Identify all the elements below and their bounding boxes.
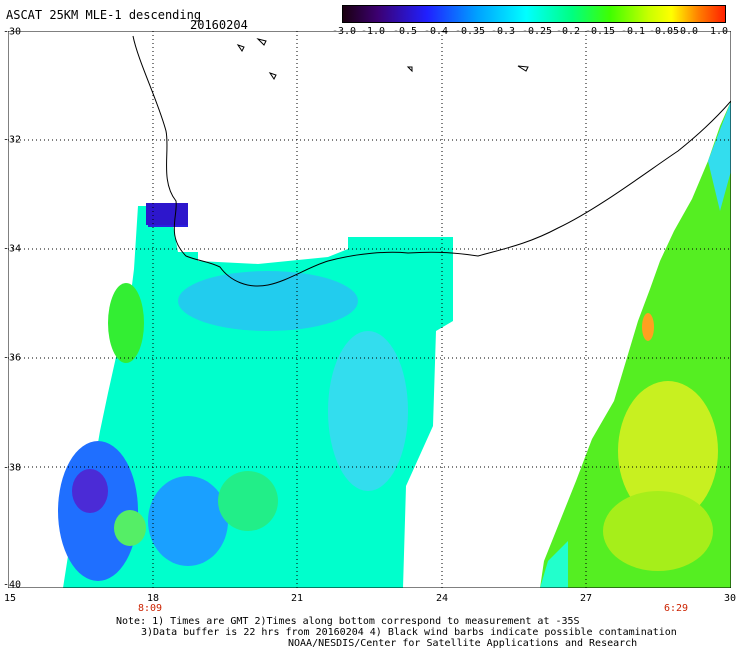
y-axis-label: -40: [3, 579, 22, 591]
colorbar: [342, 5, 726, 23]
swath-west-patch: [218, 471, 278, 531]
swath-east-patch: [603, 491, 713, 571]
swath-east-patch: [618, 381, 718, 521]
swath-east-patch: [642, 313, 654, 341]
note-line: 3)Data buffer is 22 hrs from 20160204 4)…: [141, 627, 677, 638]
map-title: ASCAT 25KM MLE-1 descending: [6, 8, 202, 22]
swath-east-patch: [540, 541, 568, 588]
swath-time: 6:29: [663, 603, 689, 614]
swath-west-patch: [148, 476, 228, 566]
x-axis-label: 15: [3, 593, 17, 604]
island-outline: [236, 44, 245, 52]
grid: [8, 31, 731, 588]
swath-west-patch: [178, 271, 358, 331]
note-line: Note: 1) Times are GMT 2)Times along bot…: [116, 616, 580, 627]
swath-west-patch: [146, 203, 188, 225]
island-outline: [268, 72, 277, 80]
x-axis-label: 27: [579, 593, 593, 604]
x-axis-label: 30: [723, 593, 737, 604]
x-axis-label: 21: [290, 593, 304, 604]
swath-west-patch: [72, 469, 108, 513]
y-axis-label: -36: [3, 352, 22, 364]
x-axis-label: 18: [146, 593, 160, 604]
swath-west-patch: [108, 283, 144, 363]
note-line: NOAA/NESDIS/Center for Satellite Applica…: [288, 638, 638, 649]
swath-west-patch: [328, 331, 408, 491]
swath-east-patch: [708, 101, 731, 211]
island-outline: [406, 66, 413, 73]
swath-west-patch: [114, 510, 146, 546]
map-date: 20160204: [190, 18, 248, 32]
island-outline: [256, 38, 267, 46]
island-outline: [517, 65, 529, 72]
y-axis-label: -30: [3, 26, 22, 38]
y-axis-label: -34: [3, 243, 22, 255]
y-axis-label: -32: [3, 134, 22, 146]
x-axis-label: 24: [435, 593, 449, 604]
y-axis-label: -38: [3, 462, 22, 474]
swath-time: 8:09: [137, 603, 163, 614]
coastline: [132, 35, 731, 287]
map-plot: [8, 31, 731, 588]
